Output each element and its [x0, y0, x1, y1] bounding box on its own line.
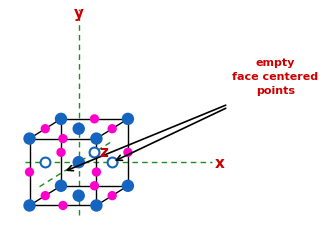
Point [94, 171, 99, 174]
Point [43, 127, 48, 131]
Point [110, 127, 115, 131]
Point [27, 204, 32, 207]
Point [58, 117, 64, 121]
Point [58, 151, 64, 154]
Point [125, 151, 131, 154]
Point [27, 171, 32, 174]
Point [94, 137, 99, 141]
Point [92, 151, 97, 154]
Point [125, 117, 131, 121]
Point [60, 204, 66, 207]
Point [94, 204, 99, 207]
Point [43, 194, 48, 198]
Text: x: x [215, 155, 224, 170]
Point [92, 184, 97, 188]
Point [76, 161, 81, 164]
Point [76, 127, 81, 131]
Point [125, 184, 131, 188]
Text: z: z [99, 145, 108, 160]
Text: empty
face centered
points: empty face centered points [233, 58, 318, 96]
Text: y: y [74, 6, 84, 21]
Point [27, 137, 32, 141]
Point [43, 161, 48, 164]
Point [76, 194, 81, 198]
Point [110, 161, 115, 164]
Point [92, 117, 97, 121]
Point [58, 184, 64, 188]
Point [60, 137, 66, 141]
Point [110, 194, 115, 198]
